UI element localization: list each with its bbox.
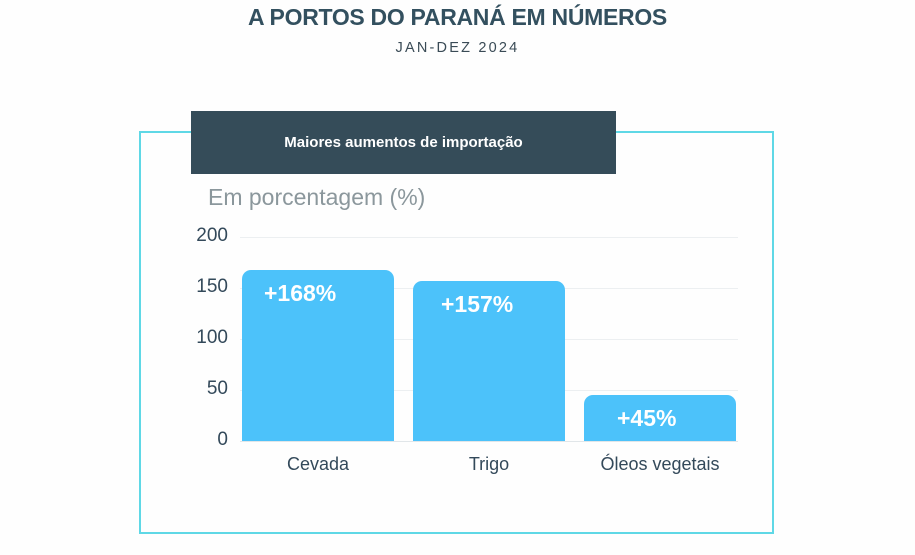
x-category-label: Trigo bbox=[468, 454, 510, 474]
y-axis-label: Em porcentagem (%) bbox=[208, 184, 426, 210]
bar--leos-vegetais bbox=[584, 395, 736, 441]
gridline bbox=[240, 237, 738, 238]
chart-title: Maiores aumentos de importação bbox=[284, 134, 523, 151]
y-tick-label: 200 bbox=[196, 225, 228, 246]
page-subtitle: JAN-DEZ 2024 bbox=[395, 40, 520, 56]
y-tick-label: 150 bbox=[196, 276, 228, 297]
bar-trigo bbox=[413, 280, 565, 441]
y-tick-label: 50 bbox=[206, 378, 228, 399]
bar-value-label: +45% bbox=[617, 405, 677, 432]
x-axis-baseline bbox=[240, 441, 738, 442]
bar-cevada bbox=[242, 269, 394, 441]
bar-value-label: +157% bbox=[441, 290, 514, 317]
bar-value-label: +168% bbox=[264, 279, 337, 306]
y-tick-label: 100 bbox=[196, 327, 228, 348]
page-title: A PORTOS DO PARANÁ EM NÚMEROS bbox=[248, 4, 667, 30]
x-category-label: Cevada bbox=[286, 454, 350, 474]
x-category-label: Óleos vegetais bbox=[600, 454, 720, 474]
chart-banner: Maiores aumentos de importação bbox=[191, 111, 616, 174]
y-tick-label: 0 bbox=[217, 429, 228, 450]
